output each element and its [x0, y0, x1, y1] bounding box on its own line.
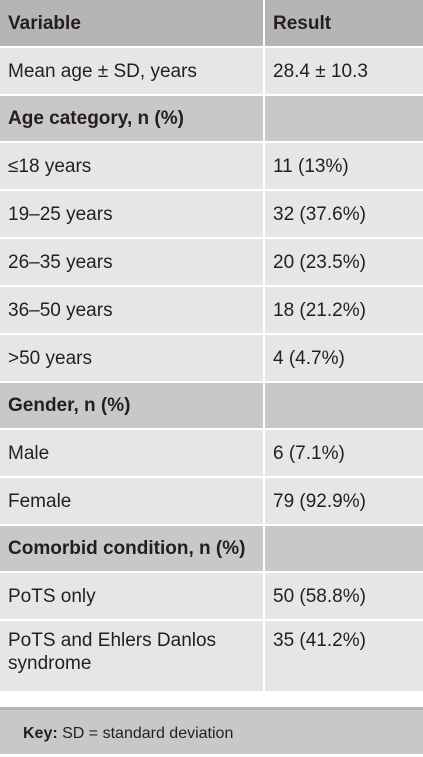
- variable-cell: Male: [0, 429, 265, 478]
- variable-cell: Mean age ± SD, years: [0, 47, 265, 96]
- variable-cell: PoTS and Ehlers Danlos syndrome: [0, 620, 265, 693]
- table-key-footnote: Key: SD = standard deviation: [0, 707, 423, 754]
- section-label: Comorbid condition, n (%): [0, 525, 265, 573]
- section-empty-cell: [264, 95, 423, 143]
- section-empty-cell: [264, 525, 423, 573]
- section-row-comorbid-condition: Comorbid condition, n (%): [0, 525, 423, 573]
- table-row: Male 6 (7.1%): [0, 429, 423, 478]
- section-empty-cell: [264, 382, 423, 430]
- table-row: PoTS and Ehlers Danlos syndrome 35 (41.2…: [0, 620, 423, 693]
- section-row-age-category: Age category, n (%): [0, 95, 423, 143]
- table-row: PoTS only 50 (58.8%): [0, 572, 423, 621]
- demographics-table: Variable Result Mean age ± SD, years 28.…: [0, 0, 423, 693]
- table-header-row: Variable Result: [0, 0, 423, 48]
- section-row-gender: Gender, n (%): [0, 382, 423, 430]
- section-label: Age category, n (%): [0, 95, 265, 143]
- table-row: ≤18 years 11 (13%): [0, 142, 423, 191]
- variable-cell: PoTS only: [0, 572, 265, 621]
- result-cell: 50 (58.8%): [264, 572, 423, 621]
- result-cell: 6 (7.1%): [264, 429, 423, 478]
- variable-cell: Female: [0, 477, 265, 526]
- result-cell: 32 (37.6%): [264, 190, 423, 239]
- table-row: 26–35 years 20 (23.5%): [0, 238, 423, 287]
- table-row: Female 79 (92.9%): [0, 477, 423, 526]
- result-cell: 28.4 ± 10.3: [264, 47, 423, 96]
- key-text: SD = standard deviation: [57, 725, 234, 742]
- table-row: >50 years 4 (4.7%): [0, 334, 423, 383]
- result-cell: 11 (13%): [264, 142, 423, 191]
- variable-cell: ≤18 years: [0, 142, 265, 191]
- header-variable: Variable: [0, 0, 265, 48]
- table-row: 36–50 years 18 (21.2%): [0, 286, 423, 335]
- variable-cell: 19–25 years: [0, 190, 265, 239]
- section-label: Gender, n (%): [0, 382, 265, 430]
- variable-cell: >50 years: [0, 334, 265, 383]
- result-cell: 18 (21.2%): [264, 286, 423, 335]
- variable-cell: 26–35 years: [0, 238, 265, 287]
- key-label: Key:: [23, 725, 58, 742]
- header-result: Result: [264, 0, 423, 48]
- table-row: 19–25 years 32 (37.6%): [0, 190, 423, 239]
- result-cell: 4 (4.7%): [264, 334, 423, 383]
- result-cell: 20 (23.5%): [264, 238, 423, 287]
- result-cell: 35 (41.2%): [264, 620, 423, 693]
- result-cell: 79 (92.9%): [264, 477, 423, 526]
- variable-cell: 36–50 years: [0, 286, 265, 335]
- table-row: Mean age ± SD, years 28.4 ± 10.3: [0, 47, 423, 96]
